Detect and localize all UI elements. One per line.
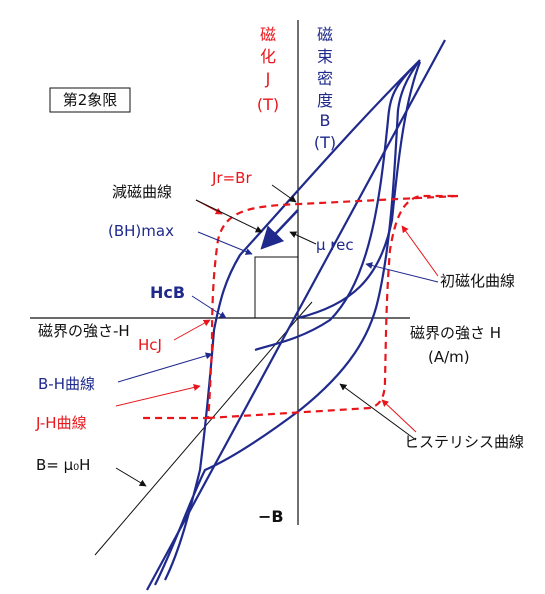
- bhmax-arrow: [197, 231, 253, 255]
- bh-curve-arrow: [117, 352, 213, 383]
- y-axis-title-flux-density: 磁 束 密 度 B (T): [314, 25, 336, 152]
- mu0h-line: [94, 317, 299, 556]
- bh-hysteresis-loop: [154, 59, 421, 586]
- recoil-arrow: [260, 209, 299, 250]
- jh-curve-arrow: [115, 384, 201, 407]
- hcj-arrow: [173, 319, 211, 341]
- jr-br-label: Jr=Br: [211, 169, 252, 187]
- recoil-line: [146, 39, 446, 591]
- jh-loop: [140, 194, 459, 420]
- jh-curve-label: J-H曲線: [35, 414, 87, 432]
- svg-text:J: J: [265, 69, 271, 88]
- mu-rec-label: μ rec: [316, 236, 354, 254]
- demag-label: 減磁曲線: [112, 183, 172, 201]
- svg-text:化: 化: [260, 47, 276, 66]
- svg-text:(T): (T): [257, 95, 279, 114]
- initial-magnetization-curve: [297, 61, 422, 320]
- neg-b-label: −B: [258, 507, 284, 526]
- svg-text:B: B: [320, 111, 331, 130]
- hysteresis-arrow-red: [381, 399, 417, 433]
- initial-curve-label: 初磁化曲線: [440, 272, 515, 290]
- b-mu0h-arrow: [115, 467, 147, 487]
- quadrant-label: 第2象限: [63, 91, 118, 109]
- hysteresis-arrow-black: [339, 383, 417, 441]
- x-axis-label-positive: 磁界の強さ H: [410, 324, 501, 342]
- jr-br-arrow: [271, 184, 297, 203]
- bhmax-rectangle: [254, 256, 298, 318]
- x-axis-unit: (A/m): [428, 348, 470, 366]
- svg-text:密: 密: [317, 69, 333, 88]
- svg-text:束: 束: [317, 47, 333, 66]
- hcb-arrow: [191, 295, 227, 319]
- svg-text:磁: 磁: [260, 25, 276, 44]
- quadrant-label-box: [49, 87, 131, 113]
- initial-arrow-red: [401, 225, 439, 277]
- hcj-label: HcJ: [138, 336, 162, 354]
- svg-text:(T): (T): [314, 133, 336, 152]
- bh-curve-label: B-H曲線: [38, 375, 95, 393]
- mu0h-line-upper: [297, 301, 313, 319]
- hysteresis-label: ヒステリシス曲線: [404, 433, 524, 451]
- b-mu0h-label: B= μ₀H: [36, 456, 90, 474]
- svg-text:度: 度: [317, 91, 333, 110]
- y-axis-title-magnetization: 磁 化 J (T): [257, 25, 279, 114]
- demag-arrow-black: [195, 199, 263, 233]
- svg-text:磁: 磁: [317, 25, 333, 44]
- bhmax-label: (BH)max: [108, 222, 174, 240]
- mu-rec-arrow: [289, 231, 317, 245]
- initial-arrow-blue: [365, 262, 439, 283]
- hcb-label: HcB: [150, 283, 185, 302]
- x-axis-label-negative: 磁界の強さ-H: [38, 322, 130, 340]
